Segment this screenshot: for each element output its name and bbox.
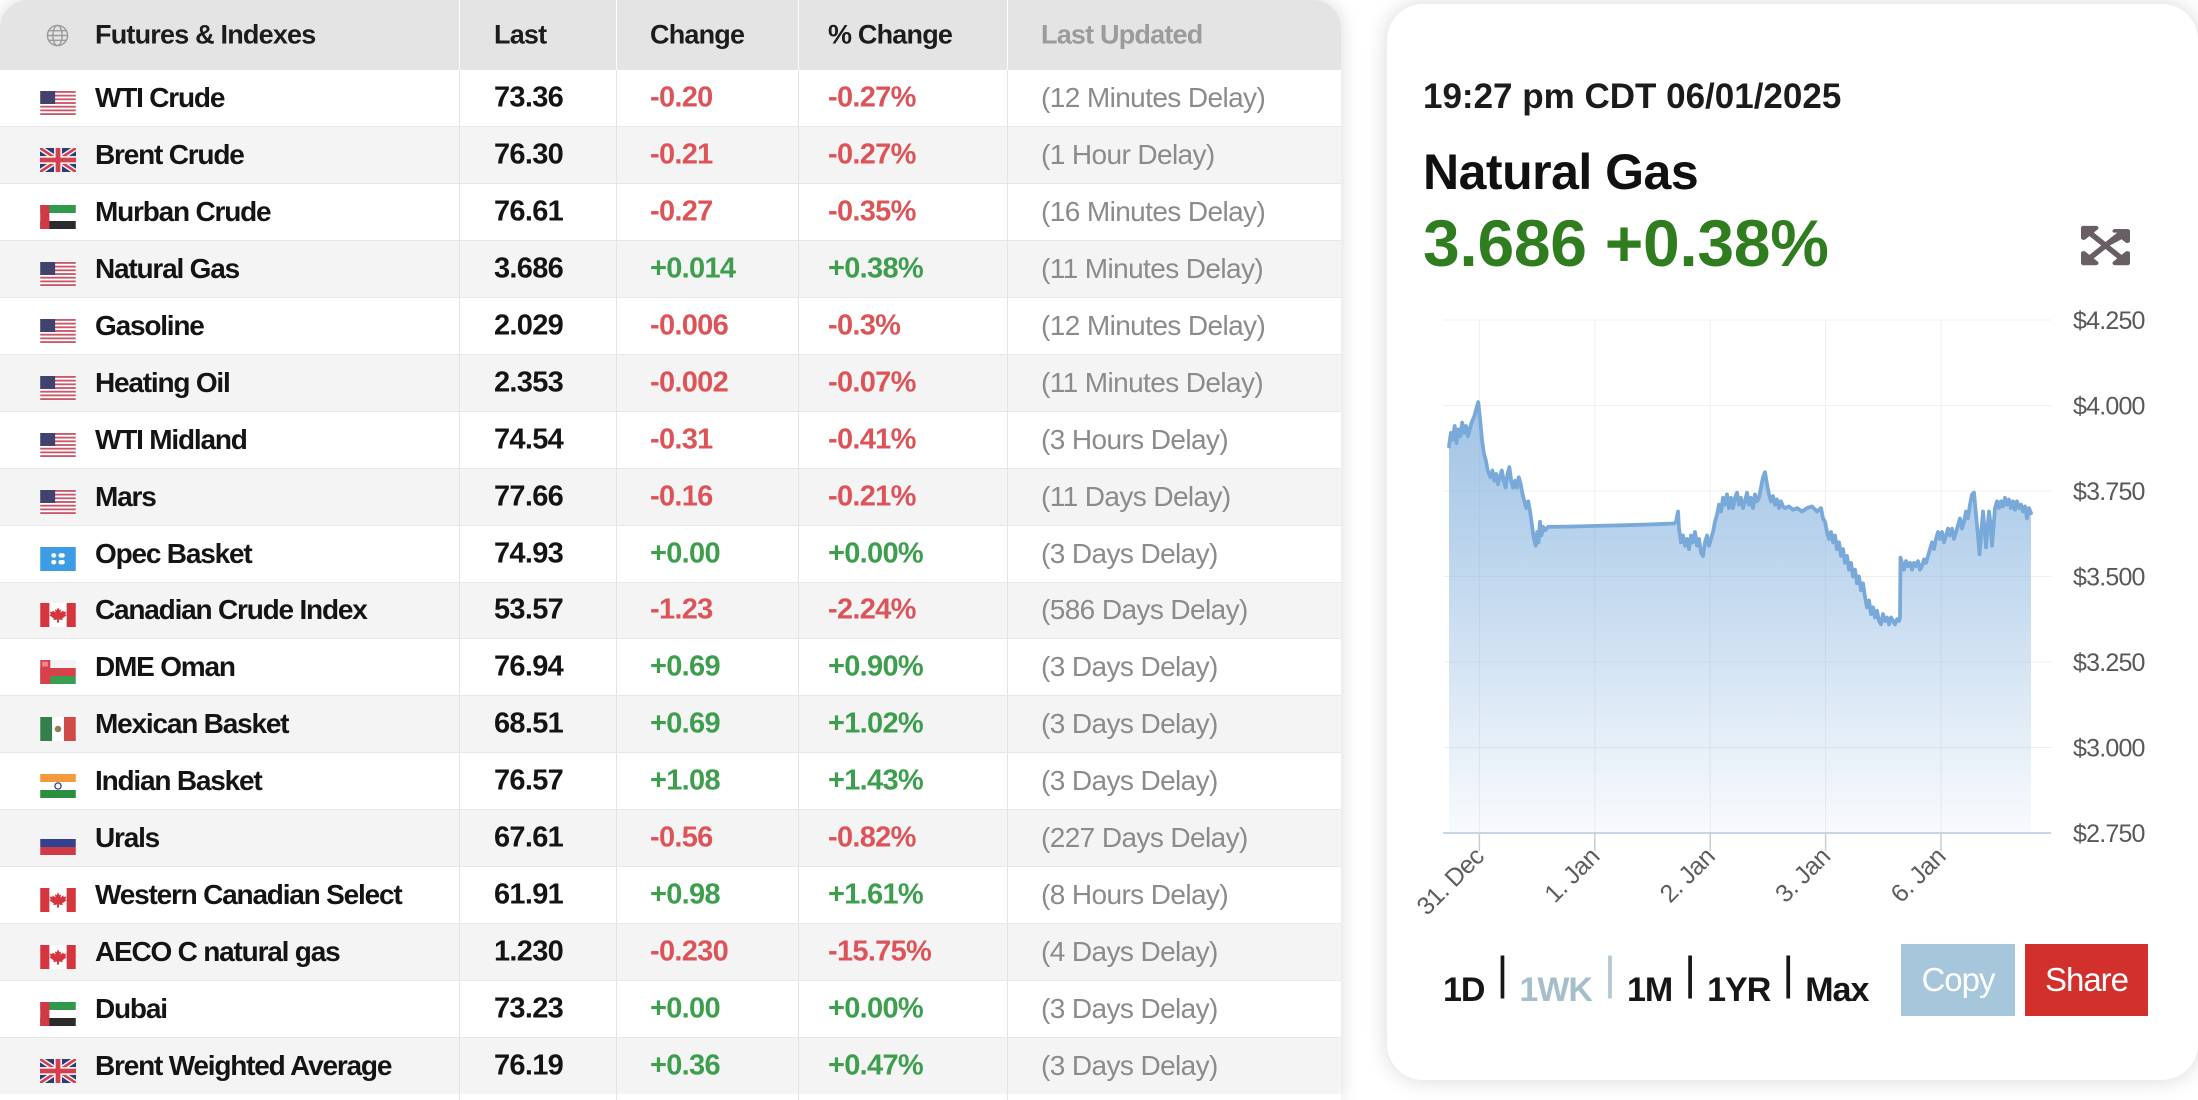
svg-text:$4.000: $4.000 bbox=[2073, 393, 2145, 421]
svg-text:$3.250: $3.250 bbox=[2073, 649, 2145, 677]
svg-text:3. Jan: 3. Jan bbox=[1770, 842, 1836, 908]
svg-text:31. Dec: 31. Dec bbox=[1411, 842, 1489, 920]
svg-text:2. Jan: 2. Jan bbox=[1655, 842, 1721, 908]
svg-text:6. Jan: 6. Jan bbox=[1885, 842, 1951, 908]
svg-text:$3.000: $3.000 bbox=[2073, 735, 2145, 763]
svg-text:$3.750: $3.750 bbox=[2073, 478, 2145, 506]
svg-text:1. Jan: 1. Jan bbox=[1539, 842, 1605, 908]
svg-text:$3.500: $3.500 bbox=[2073, 564, 2145, 592]
svg-text:$4.250: $4.250 bbox=[2073, 307, 2145, 335]
svg-text:$2.750: $2.750 bbox=[2073, 820, 2145, 848]
